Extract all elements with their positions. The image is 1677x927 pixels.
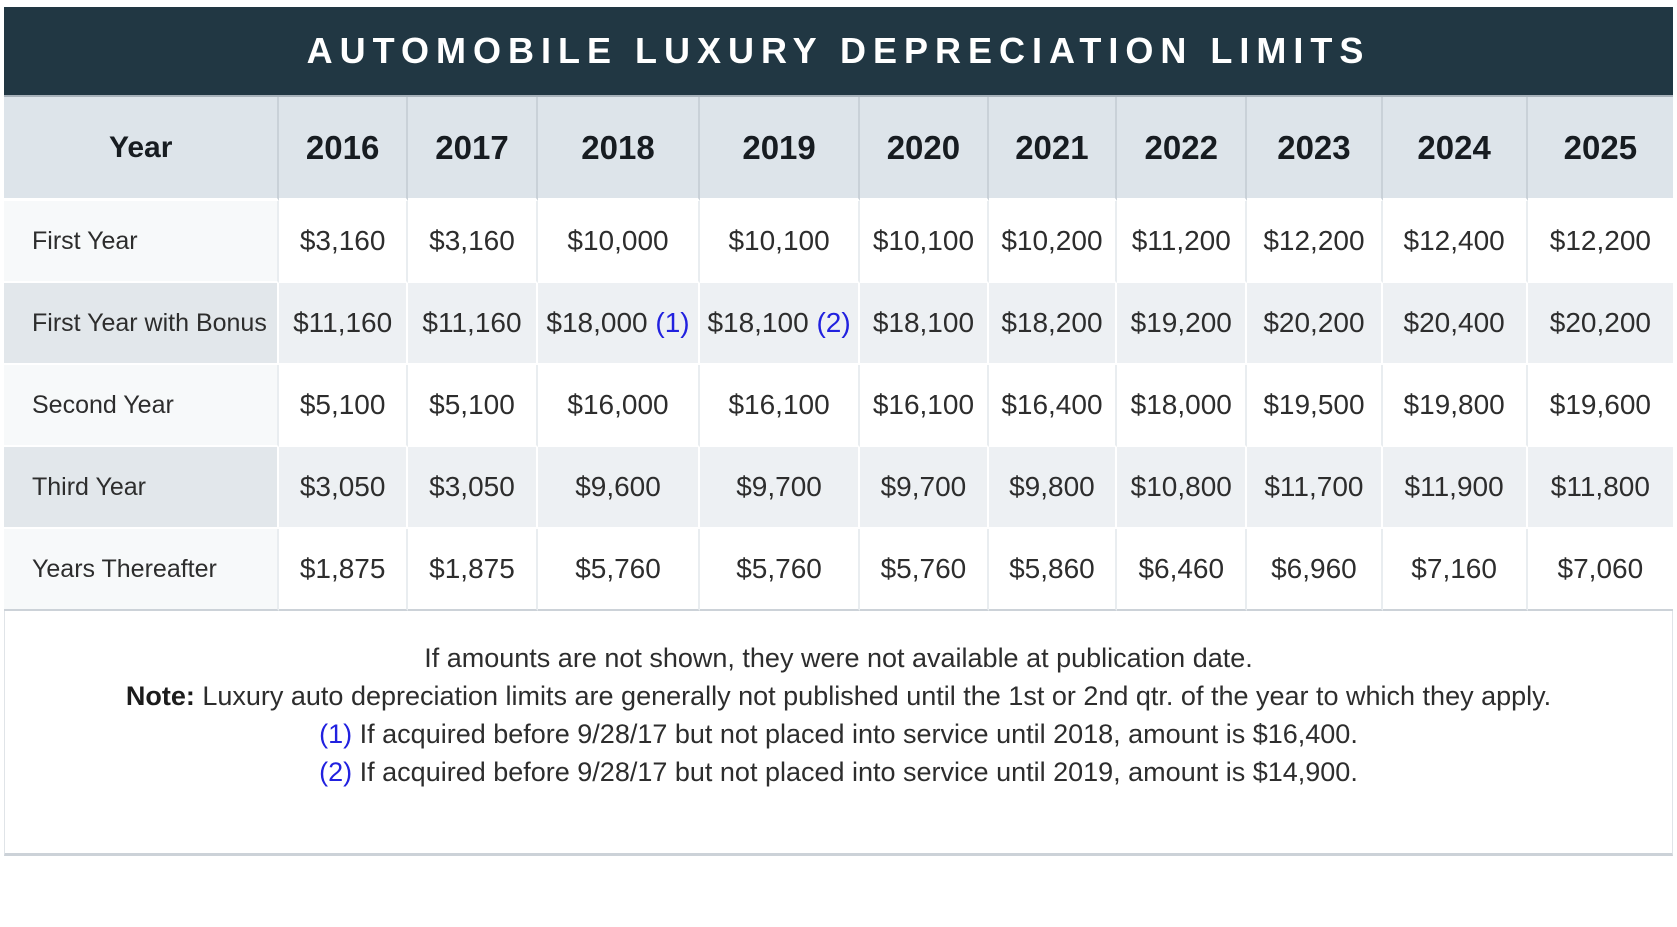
value-cell: $19,600 <box>1527 365 1673 447</box>
table-row: Second Year $5,100 $5,100 $16,000 $16,100 $16… <box>4 365 1673 447</box>
value-cell: $5,100 <box>407 365 539 447</box>
header-cell-2023: 2023 <box>1247 97 1383 201</box>
value-cell: $5,860 <box>988 529 1118 611</box>
value-cell: $7,060 <box>1527 529 1673 611</box>
value-cell: $18,100 (2) <box>699 283 861 365</box>
header-cell-2018: 2018 <box>538 97 700 201</box>
value-cell: $18,000 (1) <box>538 283 700 365</box>
footnote-text: If amounts are not shown, they were not … <box>424 643 1253 673</box>
footnote-ref: (1) <box>319 719 353 749</box>
value-cell: $11,800 <box>1527 447 1673 529</box>
value-cell: $12,200 <box>1527 201 1673 283</box>
value-cell: $5,760 <box>699 529 861 611</box>
value-cell: $1,875 <box>279 529 408 611</box>
value-cell: $10,000 <box>538 201 700 283</box>
row-label: Third Year <box>4 447 280 529</box>
header-cell-2020: 2020 <box>860 97 989 201</box>
value-cell: $5,760 <box>860 529 989 611</box>
footnote-note-label: Note: <box>125 681 195 711</box>
header-cell-year: Year <box>4 97 280 201</box>
header-cell-2024: 2024 <box>1382 97 1528 201</box>
value-cell: $6,960 <box>1247 529 1383 611</box>
value-cell: $20,400 <box>1382 283 1528 365</box>
footnote-text: If acquired before 9/28/17 but not place… <box>352 719 1358 749</box>
header-cell-2017: 2017 <box>407 97 539 201</box>
value-cell: $11,160 <box>407 283 539 365</box>
value-cell: $19,500 <box>1247 365 1383 447</box>
value-cell: $19,200 <box>1117 283 1248 365</box>
header-cell-2022: 2022 <box>1117 97 1248 201</box>
value-cell: $18,200 <box>988 283 1118 365</box>
value-cell: $10,800 <box>1117 447 1248 529</box>
value-cell: $20,200 <box>1527 283 1673 365</box>
row-label: Second Year <box>4 365 280 447</box>
footnote-text: Luxury auto depreciation limits are gene… <box>194 681 1552 711</box>
value-cell: $10,100 <box>860 201 989 283</box>
footnote-ref: (2) <box>816 307 851 338</box>
value-cell: $11,700 <box>1247 447 1383 529</box>
value-cell: $6,460 <box>1117 529 1248 611</box>
value-cell: $11,200 <box>1117 201 1248 283</box>
value-cell: $3,160 <box>279 201 408 283</box>
value-cell: $9,600 <box>538 447 700 529</box>
value-cell: $11,900 <box>1382 447 1528 529</box>
table-title-bar: AUTOMOBILE LUXURY DEPRECIATION LIMITS <box>4 7 1673 97</box>
footnote-line: Note: Luxury auto depreciation limits ar… <box>5 677 1672 715</box>
table-row: First Year with Bonus $11,160 $11,160 $18,0… <box>4 283 1673 365</box>
header-cell-2021: 2021 <box>988 97 1118 201</box>
value-cell: $11,160 <box>279 283 408 365</box>
row-label: Years Thereafter <box>4 529 280 611</box>
value-cell: $5,760 <box>538 529 700 611</box>
value-cell: $12,400 <box>1382 201 1528 283</box>
footnotes: If amounts are not shown, they were not … <box>4 611 1673 856</box>
depreciation-table: Year 2016 2017 2018 2019 2020 2021 2022 2023 202… <box>4 97 1673 611</box>
table-body: First Year $3,160 $3,160 $10,000 $10,100 $10,… <box>4 201 1673 611</box>
value-cell: $19,800 <box>1382 365 1528 447</box>
value-cell: $10,200 <box>988 201 1118 283</box>
table-row: Years Thereafter $1,875 $1,875 $5,760 $5,760… <box>4 529 1673 611</box>
value-cell: $12,200 <box>1247 201 1383 283</box>
value-cell: $3,050 <box>407 447 539 529</box>
value-cell: $18,100 <box>860 283 989 365</box>
value-cell: $16,100 <box>860 365 989 447</box>
value-cell: $3,160 <box>407 201 539 283</box>
table-row: Third Year $3,050 $3,050 $9,600 $9,700 $9,700… <box>4 447 1673 529</box>
footnote-line: (1) If acquired before 9/28/17 but not p… <box>5 715 1672 753</box>
footnote-ref: (2) <box>319 757 353 787</box>
value-cell: $3,050 <box>279 447 408 529</box>
value-text: $18,100 <box>707 307 817 338</box>
footnote-line: (2) If acquired before 9/28/17 but not p… <box>5 753 1672 791</box>
depreciation-limits-panel: AUTOMOBILE LUXURY DEPRECIATION LIMITS Ye… <box>4 7 1673 856</box>
row-label: First Year with Bonus <box>4 283 280 365</box>
value-cell: $1,875 <box>407 529 539 611</box>
footnote-ref: (1) <box>655 307 690 338</box>
header-cell-2019: 2019 <box>699 97 861 201</box>
value-cell: $18,000 <box>1117 365 1248 447</box>
footnote-line: If amounts are not shown, they were not … <box>5 639 1672 677</box>
header-cell-2016: 2016 <box>279 97 408 201</box>
value-cell: $9,700 <box>699 447 861 529</box>
row-label: First Year <box>4 201 280 283</box>
table-title: AUTOMOBILE LUXURY DEPRECIATION LIMITS <box>306 30 1371 71</box>
header-cell-2025: 2025 <box>1527 97 1673 201</box>
value-cell: $7,160 <box>1382 529 1528 611</box>
value-cell: $10,100 <box>699 201 861 283</box>
value-cell: $16,000 <box>538 365 700 447</box>
table-row: First Year $3,160 $3,160 $10,000 $10,100 $10,… <box>4 201 1673 283</box>
value-cell: $16,100 <box>699 365 861 447</box>
value-text: $18,000 <box>546 307 656 338</box>
value-cell: $16,400 <box>988 365 1118 447</box>
header-row: Year 2016 2017 2018 2019 2020 2021 2022 2023 202… <box>4 97 1673 201</box>
value-cell: $9,700 <box>860 447 989 529</box>
value-cell: $9,800 <box>988 447 1118 529</box>
value-cell: $5,100 <box>279 365 408 447</box>
footnote-text: If acquired before 9/28/17 but not place… <box>352 757 1358 787</box>
value-cell: $20,200 <box>1247 283 1383 365</box>
